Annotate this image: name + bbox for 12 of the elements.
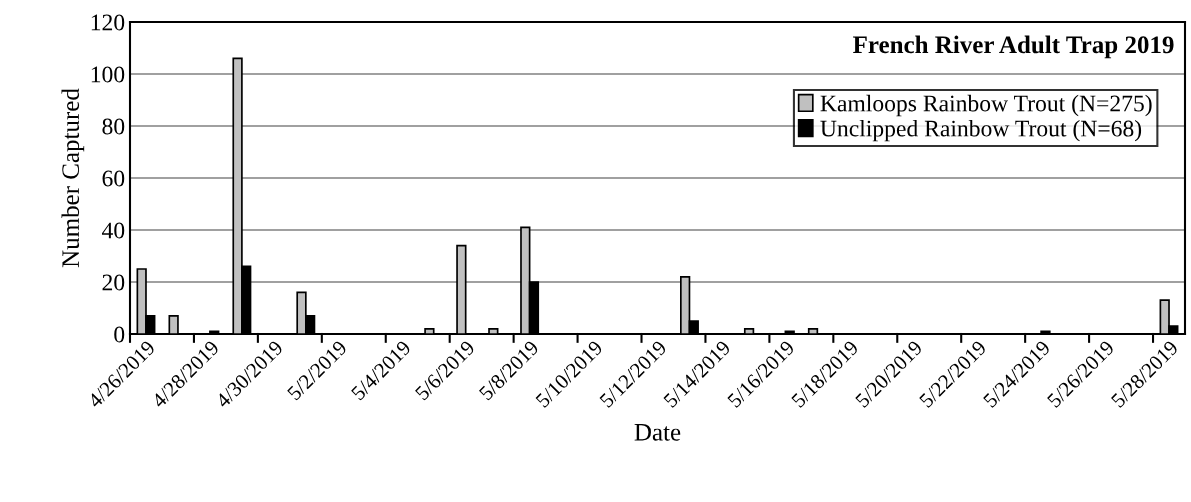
y-axis-title: Number Captured (61, 88, 85, 268)
y-tick-label: 80 (102, 118, 125, 135)
x-axis-title: Date (634, 424, 681, 441)
y-tick-label: 0 (114, 326, 125, 343)
y-tick-label: 100 (91, 66, 125, 83)
y-tick-label: 120 (91, 14, 125, 31)
y-tick-label: 60 (102, 170, 125, 187)
y-tick-label: 20 (102, 274, 125, 291)
chart-title: French River Adult Trap 2019 (853, 35, 1174, 59)
y-tick-label: 40 (101, 222, 125, 239)
legend-label: Unclipped Rainbow Trout (N=68) (820, 119, 1142, 142)
legend-label: Kamloops Rainbow Trout (N=275) (820, 94, 1152, 117)
